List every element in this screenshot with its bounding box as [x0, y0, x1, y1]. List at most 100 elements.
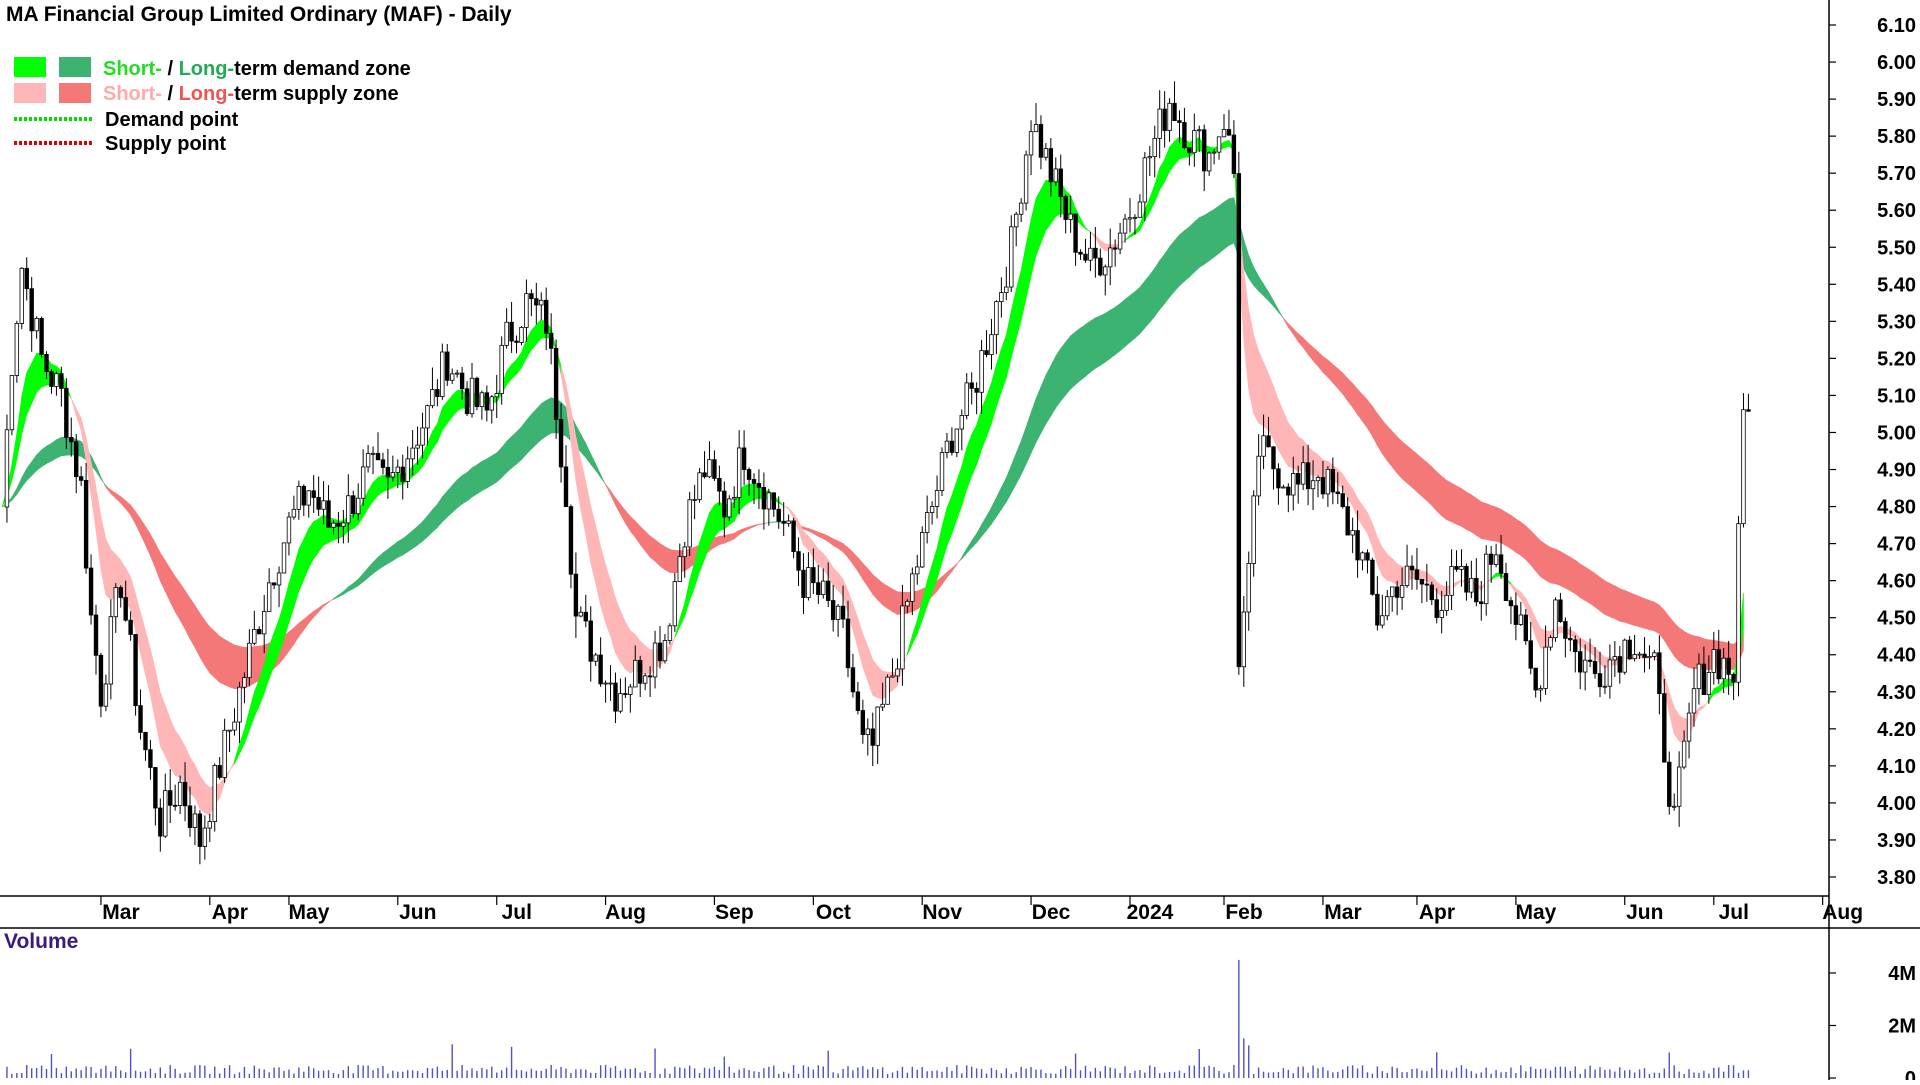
- candle-body: [426, 406, 430, 428]
- short-term-zone-segment: [437, 408, 442, 442]
- candle-body: [633, 660, 637, 687]
- short-term-zone-segment: [803, 531, 808, 550]
- candle-body: [342, 523, 346, 526]
- long-term-zone-segment: [1348, 378, 1353, 407]
- long-term-zone-segment: [615, 498, 620, 514]
- long-term-zone-segment: [1590, 570, 1595, 607]
- long-term-zone-segment: [1308, 343, 1313, 361]
- long-term-zone-segment: [1026, 413, 1031, 465]
- short-term-zone-segment: [32, 353, 37, 403]
- long-term-zone-segment: [734, 530, 739, 539]
- candle-body: [297, 486, 301, 509]
- candle-body: [1306, 463, 1310, 489]
- candle-body: [1489, 554, 1493, 564]
- candle-body: [228, 730, 232, 731]
- candle-body: [1465, 566, 1469, 592]
- short-term-zone-segment: [1095, 235, 1100, 246]
- candle-body: [693, 499, 697, 500]
- candle-body: [836, 606, 840, 619]
- candle-body: [846, 619, 850, 668]
- candle-body: [1559, 600, 1563, 622]
- candle-body: [683, 547, 687, 557]
- long-term-zone-segment: [838, 541, 843, 552]
- candle-body: [1470, 578, 1474, 592]
- candle-body: [1128, 218, 1132, 219]
- candle-body: [525, 294, 529, 328]
- candle-body: [1643, 654, 1647, 658]
- candle-body: [69, 437, 73, 441]
- legend-long-supply-label: Long-: [179, 83, 235, 105]
- short-term-zone-segment: [432, 424, 437, 450]
- price-tick-label: 4.10: [1877, 756, 1916, 778]
- candle-body: [1747, 410, 1751, 412]
- short-term-zone-segment: [12, 433, 17, 480]
- candlesticks: [5, 81, 1750, 864]
- candle-body: [485, 393, 489, 410]
- long-term-zone-segment: [749, 525, 754, 528]
- long-term-zone-segment: [1496, 507, 1501, 543]
- candle-body: [1524, 615, 1528, 641]
- candle-body: [653, 643, 657, 677]
- candle-body: [248, 643, 252, 677]
- long-term-zone-segment: [1610, 583, 1615, 618]
- candle-body: [30, 289, 34, 331]
- long-term-zone-segment: [650, 536, 655, 561]
- candle-body: [1212, 152, 1216, 153]
- short-term-zone-segment: [1531, 608, 1536, 637]
- long-term-zone-segment: [1209, 209, 1214, 260]
- long-term-zone-segment: [427, 510, 432, 537]
- long-term-zone-segment: [423, 516, 428, 541]
- short-term-zone-segment: [858, 619, 863, 668]
- candle-body: [826, 581, 830, 600]
- short-term-zone-segment: [17, 396, 22, 459]
- short-term-zone-segment: [591, 506, 596, 583]
- price-tick-label: 5.40: [1877, 274, 1916, 296]
- short-term-zone-segment: [912, 620, 917, 644]
- date-tick-label: Nov: [922, 901, 962, 924]
- short-term-zone-segment: [1026, 220, 1031, 299]
- long-term-zone-segment: [1382, 420, 1387, 461]
- short-term-zone-segment: [606, 565, 611, 636]
- candle-body: [1341, 494, 1345, 507]
- candle-body: [1608, 660, 1612, 686]
- short-term-zone-segment: [244, 710, 249, 743]
- candle-body: [772, 493, 776, 509]
- long-term-zone-segment: [447, 485, 452, 517]
- long-term-zone-segment: [601, 475, 606, 485]
- candle-body: [742, 448, 746, 470]
- short-term-zone-segment: [1521, 592, 1526, 608]
- short-term-zone-segment: [863, 634, 868, 681]
- price-tick-label: 4.40: [1877, 645, 1916, 667]
- short-term-zone-segment: [91, 462, 96, 531]
- long-term-zone-segment: [1625, 590, 1630, 624]
- long-term-zone-segment: [195, 605, 200, 657]
- short-term-zone-segment: [507, 365, 512, 385]
- candle-body: [1346, 507, 1350, 535]
- candle-body: [861, 711, 865, 735]
- long-term-zone-segment: [1110, 307, 1115, 358]
- short-term-zone-segment: [294, 549, 299, 607]
- candle-body: [1356, 531, 1360, 560]
- candle-body: [490, 397, 494, 410]
- price-tick-label: 5.80: [1877, 126, 1916, 148]
- long-term-zone-segment: [408, 531, 413, 552]
- candle-body: [510, 322, 514, 341]
- long-term-zone-segment: [957, 557, 962, 564]
- date-tick-label: Mar: [102, 901, 139, 924]
- candle-body: [1519, 615, 1523, 625]
- long-term-zone-segment: [472, 465, 477, 497]
- long-term-zone-segment: [1461, 489, 1466, 530]
- candle-body: [619, 694, 623, 712]
- short-term-zone-segment: [947, 495, 952, 546]
- candle-body: [1103, 267, 1107, 275]
- candle-body: [1529, 641, 1533, 668]
- candle-body: [1371, 560, 1375, 594]
- short-term-zone-segment: [1585, 641, 1590, 652]
- candle-body: [1173, 103, 1177, 120]
- short-term-zone-segment: [942, 508, 947, 562]
- short-term-zone-segment: [235, 744, 240, 764]
- candle-body: [1593, 661, 1597, 673]
- long-term-zone-segment: [754, 524, 759, 526]
- short-term-zone-segment: [1041, 180, 1046, 243]
